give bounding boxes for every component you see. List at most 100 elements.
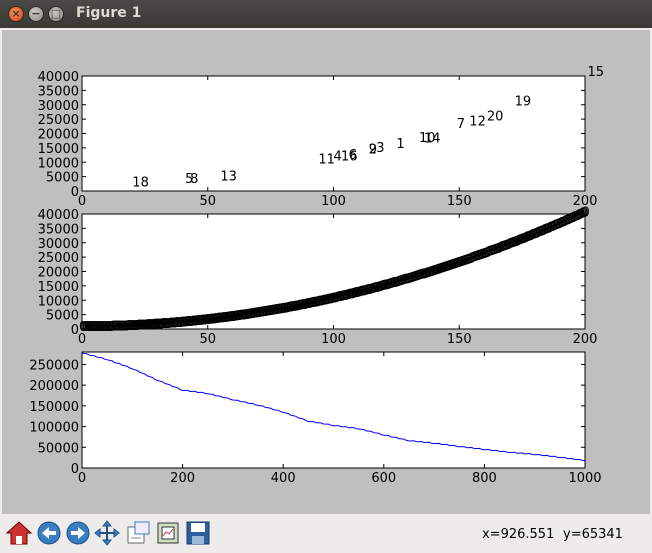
curve-marker: 0 bbox=[257, 306, 265, 321]
curve-marker: 0 bbox=[278, 302, 286, 317]
curve-marker: 0 bbox=[548, 220, 556, 235]
curve-marker: 0 bbox=[572, 209, 580, 224]
curve-marker: 0 bbox=[237, 309, 245, 324]
curve-marker: 0 bbox=[523, 231, 531, 246]
curve-marker: 0 bbox=[441, 261, 449, 276]
x-tick-label: 200 bbox=[170, 471, 195, 486]
y-tick-label: 5000 bbox=[46, 171, 79, 186]
curve-marker: 0 bbox=[477, 248, 485, 263]
figure-window: 0 50 100 150 200 0 5000 10000 15000 20000 25000 300… bbox=[0, 28, 652, 553]
curve-marker: 0 bbox=[242, 308, 250, 323]
curve-marker: 0 bbox=[333, 291, 341, 306]
y-tick-label: 30000 bbox=[38, 237, 79, 252]
curve-marker: 0 bbox=[130, 319, 138, 334]
maximize-icon[interactable]: □ bbox=[48, 6, 64, 22]
y-tick-label: 20000 bbox=[38, 128, 79, 143]
curve-marker: 0 bbox=[218, 311, 226, 326]
curve-marker: 0 bbox=[518, 232, 526, 247]
curve-marker: 0 bbox=[476, 249, 484, 264]
curve-marker: 0 bbox=[231, 310, 239, 325]
curve-marker: 0 bbox=[308, 296, 316, 311]
curve-marker: 0 bbox=[198, 314, 206, 329]
curve-marker: 0 bbox=[79, 320, 87, 335]
curve-marker: 0 bbox=[352, 286, 360, 301]
minimize-icon[interactable]: − bbox=[28, 6, 44, 22]
curve-marker: 0 bbox=[100, 320, 108, 335]
curve-marker: 0 bbox=[144, 318, 152, 333]
curve-marker: 0 bbox=[483, 246, 491, 261]
point-label-11: 11 bbox=[318, 153, 335, 168]
x-tick-label: 0 bbox=[78, 332, 86, 347]
curve-marker: 0 bbox=[192, 314, 200, 329]
forward-arrow-icon[interactable] bbox=[64, 519, 92, 547]
curve-marker: 0 bbox=[349, 287, 357, 302]
curve-marker: 0 bbox=[102, 320, 110, 335]
curve-marker: 0 bbox=[446, 259, 454, 274]
x-tick-label: 800 bbox=[472, 471, 497, 486]
curve-marker: 0 bbox=[188, 315, 196, 330]
curve-marker: 0 bbox=[239, 308, 247, 323]
curve-marker: 0 bbox=[473, 250, 481, 265]
curve-marker: 0 bbox=[200, 314, 208, 329]
curve-marker: 0 bbox=[243, 308, 251, 323]
curve-marker: 0 bbox=[170, 316, 178, 331]
curve-marker: 0 bbox=[93, 320, 101, 335]
curve-marker: 0 bbox=[148, 318, 156, 333]
curve-marker: 0 bbox=[461, 254, 469, 269]
curve-marker: 0 bbox=[397, 274, 405, 289]
zoom-icon[interactable] bbox=[124, 519, 152, 547]
curve-marker: 0 bbox=[274, 303, 282, 318]
y-tick-label: 10000 bbox=[38, 156, 79, 171]
curve-marker: 0 bbox=[290, 300, 298, 315]
curve-marker: 0 bbox=[174, 316, 182, 331]
save-icon[interactable] bbox=[184, 519, 212, 547]
back-arrow-icon[interactable] bbox=[35, 519, 63, 547]
axes-3 bbox=[81, 351, 586, 469]
curve-marker: 0 bbox=[117, 319, 125, 334]
curve-marker: 0 bbox=[216, 312, 224, 327]
curve-marker: 0 bbox=[139, 318, 147, 333]
point-label-6: 6 bbox=[349, 148, 357, 163]
y-tick-label: 100000 bbox=[29, 421, 79, 436]
curve-marker: 0 bbox=[154, 318, 162, 333]
point-label-18: 18 bbox=[132, 176, 149, 191]
curve-marker: 0 bbox=[571, 210, 579, 225]
curve-marker: 0 bbox=[574, 209, 582, 224]
curve-marker: 0 bbox=[361, 284, 369, 299]
close-icon[interactable]: × bbox=[8, 6, 24, 22]
curve-marker: 0 bbox=[396, 274, 404, 289]
curve-marker: 0 bbox=[269, 304, 277, 319]
curve-marker: 0 bbox=[569, 211, 577, 226]
curve-marker: 0 bbox=[388, 277, 396, 292]
curve-marker: 0 bbox=[471, 250, 479, 265]
figure-canvas[interactable]: 0 50 100 150 200 0 5000 10000 15000 20000 25000 300… bbox=[2, 30, 650, 514]
curve-marker: 0 bbox=[492, 242, 500, 257]
point-label-19: 19 bbox=[515, 94, 532, 109]
curve-marker: 0 bbox=[577, 207, 585, 222]
y-tick-label: 0 bbox=[71, 323, 79, 338]
curve-marker: 0 bbox=[563, 213, 571, 228]
point-label-20: 20 bbox=[487, 110, 504, 125]
window-titlebar[interactable]: × − □ Figure 1 bbox=[0, 0, 652, 28]
curve-marker: 0 bbox=[251, 307, 259, 322]
curve-marker: 0 bbox=[209, 312, 217, 327]
subplots-icon[interactable] bbox=[154, 519, 182, 547]
curve-marker: 0 bbox=[559, 215, 567, 230]
curve-marker: 0 bbox=[581, 205, 589, 220]
home-icon[interactable] bbox=[5, 519, 33, 547]
curve-marker: 0 bbox=[266, 304, 274, 319]
curve-marker: 0 bbox=[485, 245, 493, 260]
curve-marker: 0 bbox=[94, 320, 102, 335]
curve-marker: 0 bbox=[259, 305, 267, 320]
curve-marker: 0 bbox=[351, 287, 359, 302]
pan-icon[interactable] bbox=[93, 519, 121, 547]
curve-marker: 0 bbox=[189, 315, 197, 330]
curve-marker: 0 bbox=[176, 316, 184, 331]
curve-marker: 0 bbox=[443, 260, 451, 275]
x-tick-label: 1000 bbox=[568, 471, 601, 486]
curve-marker: 0 bbox=[464, 253, 472, 268]
curve-marker: 0 bbox=[295, 299, 303, 314]
curve-marker: 0 bbox=[416, 269, 424, 284]
x-tick-label: 100 bbox=[321, 194, 346, 209]
curve-marker: 0 bbox=[85, 320, 93, 335]
